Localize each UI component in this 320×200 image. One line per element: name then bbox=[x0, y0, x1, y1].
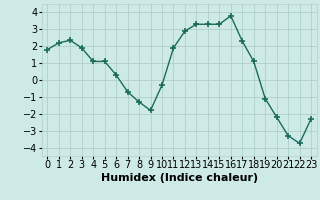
X-axis label: Humidex (Indice chaleur): Humidex (Indice chaleur) bbox=[100, 173, 258, 183]
